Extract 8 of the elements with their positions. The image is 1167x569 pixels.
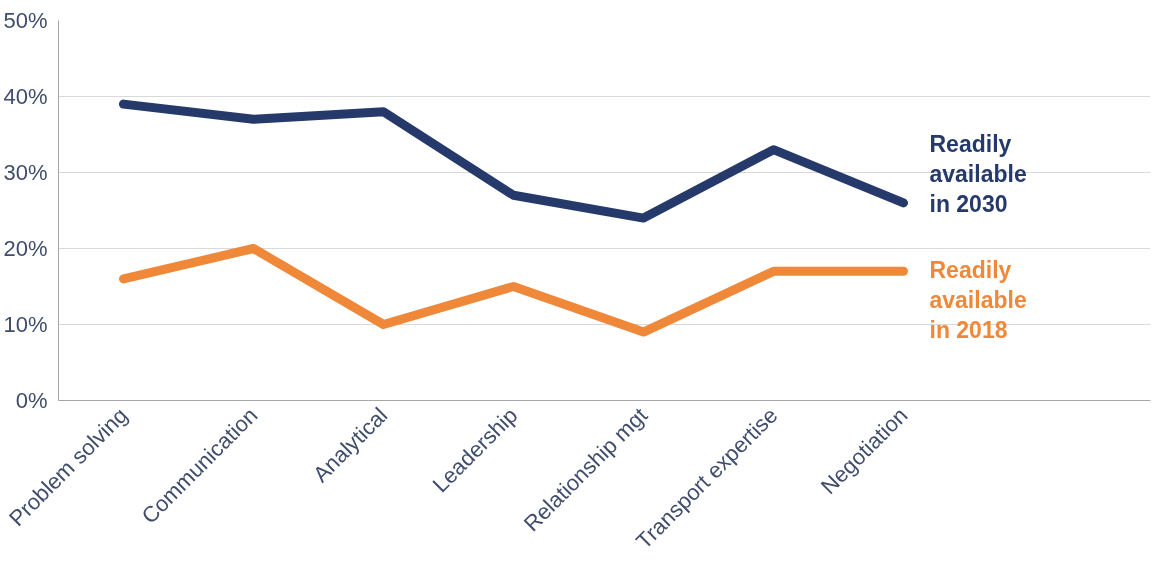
series-label: Readily available in 2030: [929, 131, 1027, 217]
y-tick-label: 20%: [3, 236, 48, 261]
y-tick-label: 30%: [3, 160, 48, 185]
y-tick-label: 0%: [15, 388, 48, 413]
y-tick-label: 10%: [3, 312, 48, 337]
series-label: Readily available in 2018: [929, 257, 1027, 344]
y-tick-label: 40%: [3, 84, 48, 109]
y-tick-label: 50%: [3, 8, 48, 33]
